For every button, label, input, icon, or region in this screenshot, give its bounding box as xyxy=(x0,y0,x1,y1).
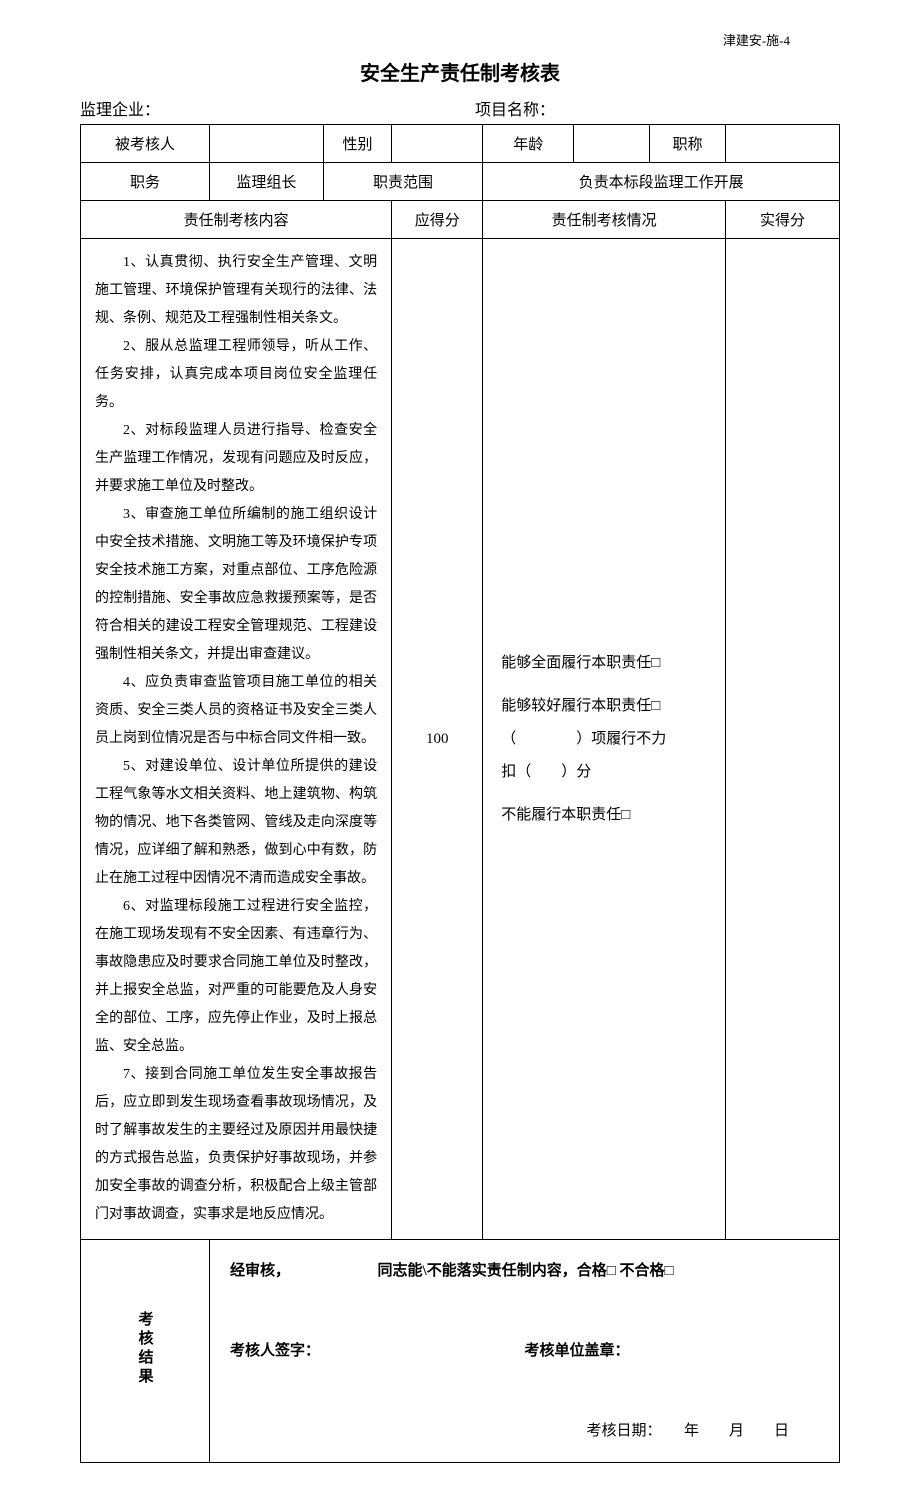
content-item-6: 5、对建设单位、设计单位所提供的建设工程气象等水文相关资料、地上建筑物、构筑物的… xyxy=(95,753,377,893)
max-score-value: 100 xyxy=(392,239,483,1240)
content-item-4: 3、审查施工单位所编制的施工组织设计中安全技术措施、文明施工等及环境保护专项安全… xyxy=(95,501,377,669)
result-content: 经审核， 同志能\不能落实责任制内容，合格□ 不合格□ 考核人签字： 考核单位盖… xyxy=(210,1240,840,1463)
signature-label: 考核人签字： xyxy=(230,1336,525,1366)
date-label: 考核日期： 年 月 日 xyxy=(230,1416,819,1446)
age-value[interactable] xyxy=(574,125,650,163)
header-row: 监理企业： 项目名称： xyxy=(80,96,840,120)
content-item-7: 6、对监理标段施工过程进行安全监控，在施工现场发现有不安全因素、有违章行为、事故… xyxy=(95,893,377,1061)
gender-value[interactable] xyxy=(392,125,483,163)
row-result: 考核结果 经审核， 同志能\不能落实责任制内容，合格□ 不合格□ 考核人签字： … xyxy=(81,1240,840,1463)
scope-label: 职责范围 xyxy=(323,163,482,201)
content-cell: 1、认真贯彻、执行安全生产管理、文明施工管理、环境保护管理有关现行的法律、法规、… xyxy=(81,239,392,1240)
content-item-8: 7、接到合同施工单位发生安全事故报告后，应立即到发生现场查看事故现场情况，及时了… xyxy=(95,1061,377,1229)
stamp-label: 考核单位盖章： xyxy=(525,1336,820,1366)
content-item-3: 2、对标段监理人员进行指导、检查安全生产监理工作情况，发现有问题应及时反应，并要… xyxy=(95,417,377,501)
row-duty: 职务 监理组长 职责范围 负责本标段监理工作开展 xyxy=(81,163,840,201)
eval-line-4: 扣（ ）分 xyxy=(501,756,707,789)
result-line1-pre: 经审核， xyxy=(230,1263,290,1279)
gender-label: 性别 xyxy=(323,125,391,163)
person-value[interactable] xyxy=(210,125,324,163)
eval-line-5: 不能履行本职责任□ xyxy=(501,799,707,832)
eval-line-2: 能够较好履行本职责任□ xyxy=(501,690,707,723)
company-label: 监理企业： xyxy=(80,96,445,120)
result-line1-post: 同志能\不能落实责任制内容，合格□ 不合格□ xyxy=(378,1263,674,1279)
person-label: 被考核人 xyxy=(81,125,210,163)
result-label: 考核结果 xyxy=(81,1240,210,1463)
age-label: 年龄 xyxy=(483,125,574,163)
row-person: 被考核人 性别 年龄 职称 xyxy=(81,125,840,163)
eval-cell: 能够全面履行本职责任□ 能够较好履行本职责任□ （ ）项履行不力 扣（ ）分 不… xyxy=(483,239,726,1240)
content-item-5: 4、应负责审查监管项目施工单位的相关资质、安全三类人员的资格证书及安全三类人员上… xyxy=(95,669,377,753)
scope-value: 负责本标段监理工作开展 xyxy=(483,163,840,201)
result-line-1: 经审核， 同志能\不能落实责任制内容，合格□ 不合格□ xyxy=(230,1256,819,1286)
eval-line-1: 能够全面履行本职责任□ xyxy=(501,647,707,680)
actual-score-value[interactable] xyxy=(726,239,840,1240)
actual-score-header: 实得分 xyxy=(726,201,840,239)
title-value[interactable] xyxy=(726,125,840,163)
content-item-1: 1、认真贯彻、执行安全生产管理、文明施工管理、环境保护管理有关现行的法律、法规、… xyxy=(95,249,377,333)
content-header: 责任制考核内容 xyxy=(81,201,392,239)
row-headers: 责任制考核内容 应得分 责任制考核情况 实得分 xyxy=(81,201,840,239)
assessment-table: 被考核人 性别 年龄 职称 职务 监理组长 职责范围 负责本标段监理工作开展 责… xyxy=(80,124,840,1463)
duty-value: 监理组长 xyxy=(210,163,324,201)
result-line-2: 考核人签字： 考核单位盖章： xyxy=(230,1336,819,1366)
project-label: 项目名称： xyxy=(445,96,840,120)
max-score-header: 应得分 xyxy=(392,201,483,239)
title-label: 职称 xyxy=(650,125,726,163)
doc-code: 津建安-施-4 xyxy=(80,30,840,49)
result-label-text: 考核结果 xyxy=(135,1311,156,1387)
row-content: 1、认真贯彻、执行安全生产管理、文明施工管理、环境保护管理有关现行的法律、法规、… xyxy=(81,239,840,1240)
page-title: 安全生产责任制考核表 xyxy=(80,57,840,86)
content-item-2: 2、服从总监理工程师领导，听从工作、任务安排，认真完成本项目岗位安全监理任务。 xyxy=(95,333,377,417)
duty-label: 职务 xyxy=(81,163,210,201)
eval-line-3: （ ）项履行不力 xyxy=(501,723,707,756)
eval-header: 责任制考核情况 xyxy=(483,201,726,239)
